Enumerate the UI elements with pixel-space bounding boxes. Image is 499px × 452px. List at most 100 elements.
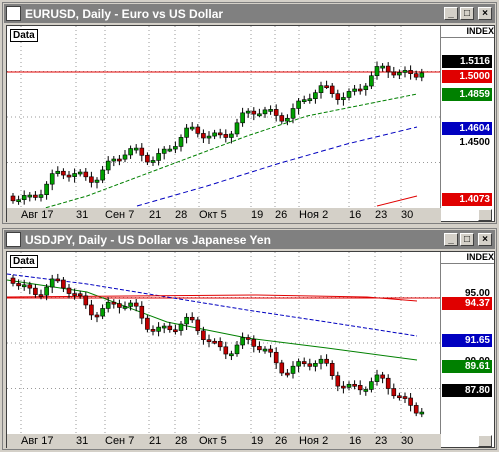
candle [234,118,240,137]
candle [89,171,94,188]
candle [413,70,419,81]
time-axis-label: Ноя 2 [299,435,329,447]
time-axis-label: 23 [375,435,388,447]
candlestick-plot[interactable] [7,252,441,434]
minimize-button[interactable]: _ [444,233,458,246]
candle [341,381,346,394]
price-tag-last: 1.5116 [442,55,492,68]
candle [133,298,139,312]
candle [324,80,329,90]
maximize-button[interactable]: □ [460,7,474,20]
candle [357,380,363,395]
candle [273,347,279,369]
candle [156,148,161,166]
candle [201,326,206,345]
candle [111,156,117,167]
candle [105,156,111,174]
time-axis-label: 19 [251,209,264,221]
candle [117,299,122,314]
candle [173,324,178,335]
chart-icon [6,232,21,247]
eurusd-chart-window[interactable]: EURUSD, Daily - Euro vs US Dollar _ □ × … [2,2,497,224]
candle [38,289,44,300]
candle [21,190,27,205]
candle [296,358,301,373]
candlestick-plot[interactable] [7,26,441,208]
price-axis[interactable]: INDEX 1.5116 1.5000 1.4859 1.4604 1.4500… [440,26,494,208]
candle [374,61,380,80]
candle [229,130,234,144]
candle [201,129,206,144]
candle [369,377,374,393]
usdjpy-chart-window[interactable]: USDJPY, Daily - US Dollar vs Japanese Ye… [2,228,497,450]
time-axis-label: 21 [149,209,162,221]
chart-area[interactable]: Data INDEX 95.00 94.37 91.65 90.00 89.61… [6,251,495,448]
candle [329,360,335,380]
candle [139,301,145,325]
scroll-corner-button[interactable] [478,209,492,221]
candle [33,191,38,201]
candle [313,89,318,104]
candle [94,311,100,323]
chart-area[interactable]: Data INDEX 1.5116 1.5000 1.4859 1.4604 1… [6,25,495,222]
candle [268,105,273,115]
candle [380,63,385,72]
candle [55,273,61,283]
candle [94,177,100,189]
candle [268,345,273,358]
index-label: INDEX [441,252,494,264]
time-axis-label: Авг 17 [21,435,54,447]
candle [167,145,173,153]
price-tag-sma-mid: 1.4604 [442,122,492,135]
candle [329,83,335,98]
candle [150,325,156,336]
title-bar[interactable]: EURUSD, Daily - Euro vs US Dollar _ □ × [4,4,495,23]
candle [105,297,111,313]
candle [240,332,245,349]
candle [145,152,150,166]
time-axis-label: Сен 7 [105,209,135,221]
candle [341,92,346,106]
candle [61,168,66,180]
candle [296,98,301,115]
scroll-corner-button[interactable] [478,435,492,447]
price-level-label: 95.00 [464,288,490,299]
price-axis[interactable]: INDEX 95.00 94.37 91.65 90.00 89.61 87.8… [440,252,494,434]
candle [100,165,105,184]
time-axis-label: 23 [375,209,388,221]
candle [402,66,408,78]
candle [83,168,89,181]
candle [55,166,61,177]
maximize-button[interactable]: □ [460,233,474,246]
candle [117,155,122,166]
candle [206,131,212,145]
candle [77,290,83,299]
close-button[interactable]: × [478,233,492,246]
candle [357,83,363,95]
candle [66,284,72,299]
candle [262,106,268,118]
time-axis-label: 16 [349,435,362,447]
candle [279,112,285,125]
candle [251,335,257,353]
candle [419,68,425,82]
candle [290,361,296,379]
time-axis[interactable]: Авг 17 31 Сен 7 21 28 Окт 5 19 26 Ноя 2 16 23 30 [7,208,441,222]
candle [352,380,357,390]
time-axis-label: 26 [275,209,288,221]
close-button[interactable]: × [478,7,492,20]
candle [385,62,391,78]
time-axis[interactable]: Авг 17 31 Сен 7 21 28 Окт 5 19 26 Ноя 2 16 23 30 [7,434,441,448]
candle [156,322,161,337]
candle [391,66,397,79]
minimize-button[interactable]: _ [444,7,458,20]
title-bar[interactable]: USDJPY, Daily - US Dollar vs Japanese Ye… [4,230,495,249]
candle [223,341,229,360]
candle [49,274,55,294]
data-label: Data [10,29,38,42]
candle [178,320,184,336]
candle [38,189,44,202]
time-axis-label: Сен 7 [105,435,135,447]
time-axis-label: Ноя 2 [299,209,329,221]
time-axis-label: Окт 5 [199,435,227,447]
